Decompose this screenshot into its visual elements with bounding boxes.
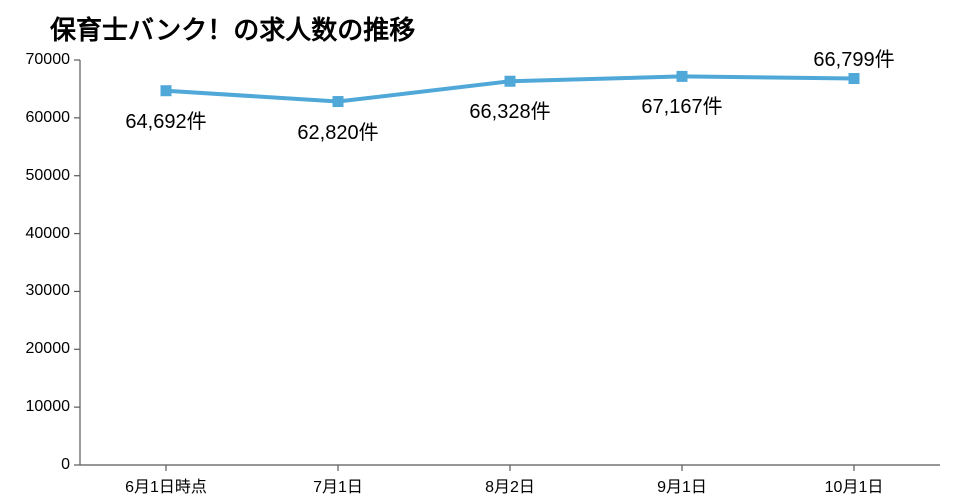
y-tick-label: 10000 xyxy=(0,398,70,416)
y-tick-label: 0 xyxy=(0,456,70,474)
data-point-label: 66,328件 xyxy=(469,95,550,124)
y-tick-label: 70000 xyxy=(0,51,70,69)
x-tick-label: 7月1日 xyxy=(313,473,363,497)
data-point-label: 66,799件 xyxy=(813,43,894,72)
x-tick-label: 6月1日時点 xyxy=(125,473,207,497)
y-tick-label: 30000 xyxy=(0,282,70,300)
y-tick-label: 60000 xyxy=(0,109,70,127)
x-tick-label: 10月1日 xyxy=(825,473,884,497)
data-point-label: 64,692件 xyxy=(125,105,206,134)
line-chart: 保育士バンク！の求人数の推移 0100002000030000400005000… xyxy=(0,0,960,500)
y-tick-label: 20000 xyxy=(0,340,70,358)
x-tick-label: 8月2日 xyxy=(485,473,535,497)
x-tick-label: 9月1日 xyxy=(657,473,707,497)
y-tick-label: 40000 xyxy=(0,225,70,243)
y-tick-label: 50000 xyxy=(0,167,70,185)
chart-plot-svg xyxy=(0,0,960,500)
data-point-label: 67,167件 xyxy=(641,90,722,119)
data-point-label: 62,820件 xyxy=(297,116,378,145)
